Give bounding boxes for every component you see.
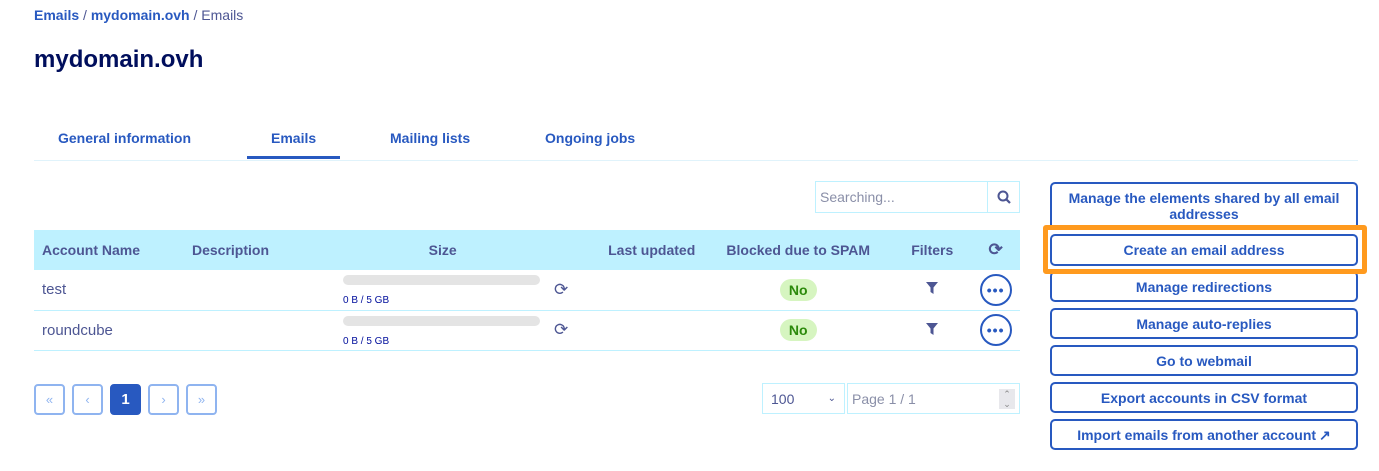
col-filters: Filters <box>893 230 972 270</box>
refresh-table-button[interactable]: ⟳ <box>971 230 1020 270</box>
page-input[interactable]: Page 1 / 1 ⌃ ⌄ <box>847 383 1020 414</box>
tab-bar: General information Emails Mailing lists… <box>34 120 1358 161</box>
size-text: 0 B / 5 GB <box>343 335 390 347</box>
go-to-webmail-button[interactable]: Go to webmail <box>1050 345 1358 376</box>
page-prev-button[interactable]: ‹ <box>72 384 103 415</box>
description <box>184 310 309 351</box>
action-label: Export accounts in CSV format <box>1100 389 1308 406</box>
accounts-table: Account Name Description Size Last updat… <box>34 230 1020 351</box>
page-label: Page 1 / 1 <box>852 390 916 407</box>
breadcrumb-domain[interactable]: mydomain.ovh <box>90 7 190 23</box>
col-account-name[interactable]: Account Name <box>34 230 184 270</box>
filters-button[interactable] <box>893 270 972 311</box>
table-row: test 0 B / 5 GB ⟳ No ••• <box>34 270 1020 311</box>
manage-shared-elements-button[interactable]: Manage the elements shared by all email … <box>1050 182 1358 230</box>
refresh-size-icon[interactable]: ⟳ <box>554 279 569 299</box>
external-link-icon: ↗ <box>1319 426 1331 443</box>
action-label: Go to webmail <box>1156 352 1252 369</box>
search-box <box>815 181 1020 213</box>
page-current-button[interactable]: 1 <box>110 384 141 415</box>
status-badge: No <box>779 319 817 341</box>
create-email-address-button[interactable]: Create an email address <box>1050 234 1358 266</box>
action-label: Import emails from another account <box>1077 426 1317 443</box>
search-input[interactable] <box>816 182 987 212</box>
per-page-value: 100 <box>771 390 795 407</box>
stepper-icon[interactable]: ⌃ ⌄ <box>999 388 1015 409</box>
usage-bar <box>343 315 540 326</box>
filter-icon <box>926 322 939 335</box>
more-actions-button[interactable]: ••• <box>979 273 1012 306</box>
action-label: Manage redirections <box>1135 278 1273 295</box>
tab-emails[interactable]: Emails <box>247 130 341 159</box>
search-button[interactable] <box>987 182 1019 212</box>
col-last-updated[interactable]: Last updated <box>576 230 704 270</box>
size-cell: 0 B / 5 GB ⟳ <box>309 310 577 351</box>
tab-ongoing-jobs[interactable]: Ongoing jobs <box>545 130 636 146</box>
spam-cell: No <box>703 310 894 351</box>
breadcrumb-current: Emails <box>201 7 244 23</box>
status-badge: No <box>779 278 817 301</box>
import-emails-button[interactable]: Import emails from another account ↗ <box>1050 419 1358 450</box>
table-row: roundcube 0 B / 5 GB ⟳ No ••• <box>34 310 1020 351</box>
col-blocked-spam[interactable]: Blocked due to SPAM <box>703 230 894 270</box>
manage-auto-replies-button[interactable]: Manage auto-replies <box>1050 308 1358 339</box>
col-description[interactable]: Description <box>184 230 309 270</box>
page-first-button[interactable]: « <box>34 384 65 415</box>
col-size[interactable]: Size <box>309 230 577 270</box>
manage-redirections-button[interactable]: Manage redirections <box>1050 271 1358 302</box>
usage-bar <box>343 275 540 286</box>
action-label: Create an email address <box>1123 242 1285 258</box>
spam-cell: No <box>703 270 894 311</box>
account-name: test <box>34 270 184 311</box>
refresh-icon: ⟳ <box>988 240 1003 259</box>
actions-cell: ••• <box>971 270 1020 311</box>
breadcrumb: Emails / mydomain.ovh / Emails <box>34 7 244 23</box>
more-actions-button[interactable]: ••• <box>979 314 1012 346</box>
size-cell: 0 B / 5 GB ⟳ <box>309 270 577 311</box>
ellipsis-icon: ••• <box>986 281 1005 298</box>
highlight-box <box>1043 225 1367 274</box>
breadcrumb-emails[interactable]: Emails <box>34 7 80 23</box>
search-icon <box>997 190 1011 204</box>
page-last-button[interactable]: » <box>186 384 217 415</box>
filter-icon <box>926 282 939 295</box>
action-label: Manage auto-replies <box>1136 315 1272 332</box>
description <box>184 270 309 311</box>
export-csv-button[interactable]: Export accounts in CSV format <box>1050 382 1358 413</box>
tab-mailing-lists[interactable]: Mailing lists <box>390 130 471 146</box>
last-updated <box>576 270 704 311</box>
actions-cell: ••• <box>971 310 1020 351</box>
page-next-button[interactable]: › <box>148 384 179 415</box>
chevron-down-icon: ⌄ <box>827 393 836 404</box>
action-label: Manage the elements shared by all email … <box>1068 190 1340 222</box>
size-text: 0 B / 5 GB <box>343 295 390 307</box>
filters-button[interactable] <box>893 310 972 351</box>
last-updated <box>576 310 704 351</box>
account-name: roundcube <box>34 310 184 351</box>
per-page-select[interactable]: 100 ⌄ <box>762 383 845 414</box>
ellipsis-icon: ••• <box>986 322 1005 338</box>
refresh-size-icon[interactable]: ⟳ <box>554 320 569 339</box>
tab-general-information[interactable]: General information <box>58 130 192 146</box>
page-title: mydomain.ovh <box>34 46 204 73</box>
